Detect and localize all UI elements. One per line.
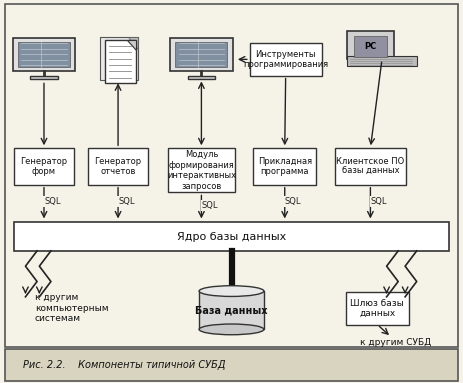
Bar xyxy=(5,349,458,381)
Bar xyxy=(335,149,407,185)
Text: Модуль
формирования
интерактивных
запросов: Модуль формирования интерактивных запрос… xyxy=(167,151,236,190)
Bar xyxy=(354,36,387,57)
Text: Клиентское ПО
базы данных: Клиентское ПО базы данных xyxy=(336,157,405,176)
Bar xyxy=(88,149,148,185)
Ellipse shape xyxy=(199,286,264,296)
Bar xyxy=(199,291,264,329)
Text: PC: PC xyxy=(364,42,376,51)
Text: к другим СУБД: к другим СУБД xyxy=(360,338,432,347)
Bar xyxy=(188,76,215,79)
Text: к другим
компьютерным
системам: к другим компьютерным системам xyxy=(35,293,108,323)
Bar xyxy=(347,31,394,59)
Bar xyxy=(30,76,58,79)
Bar xyxy=(106,40,136,83)
Bar xyxy=(254,149,316,185)
Polygon shape xyxy=(128,38,138,49)
Bar xyxy=(18,42,70,67)
Bar xyxy=(14,222,449,251)
Bar xyxy=(100,38,138,80)
Text: База данных: База данных xyxy=(195,305,268,315)
Bar xyxy=(13,38,75,71)
Bar xyxy=(14,149,74,185)
Text: Ядро базы данных: Ядро базы данных xyxy=(177,231,286,242)
Text: SQL: SQL xyxy=(285,197,301,206)
Polygon shape xyxy=(127,40,136,50)
Text: SQL: SQL xyxy=(118,197,135,206)
Text: Прикладная
программа: Прикладная программа xyxy=(258,157,312,176)
Text: Генератор
форм: Генератор форм xyxy=(20,157,68,176)
Bar xyxy=(175,42,227,67)
Text: SQL: SQL xyxy=(44,197,61,206)
Bar xyxy=(5,4,458,347)
Text: Шлюз базы
данных: Шлюз базы данных xyxy=(350,299,404,318)
Text: SQL: SQL xyxy=(201,201,218,210)
Text: Инструменты
программирования: Инструменты программирования xyxy=(243,50,328,69)
Bar xyxy=(168,149,235,192)
Text: Рис. 2.2.    Компоненты типичной СУБД: Рис. 2.2. Компоненты типичной СУБД xyxy=(23,360,225,370)
Bar xyxy=(346,292,408,325)
Text: SQL: SQL xyxy=(370,197,387,206)
Bar xyxy=(347,56,417,66)
Text: Генератор
отчетов: Генератор отчетов xyxy=(94,157,142,176)
Bar xyxy=(250,43,321,76)
Ellipse shape xyxy=(199,324,264,335)
Bar xyxy=(170,38,232,71)
